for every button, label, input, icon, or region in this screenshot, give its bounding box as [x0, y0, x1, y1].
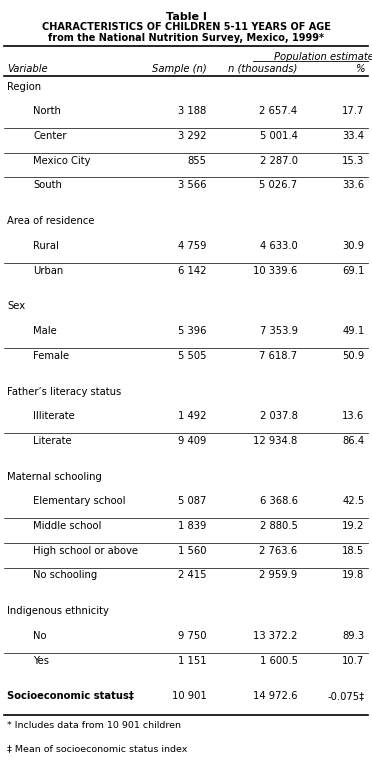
Text: 5 001.4: 5 001.4: [260, 131, 298, 141]
Text: Middle school: Middle school: [33, 521, 102, 531]
Text: 3 292: 3 292: [178, 131, 206, 141]
Text: 855: 855: [187, 156, 206, 166]
Text: High school or above: High school or above: [33, 546, 138, 556]
Text: 6 142: 6 142: [178, 265, 206, 275]
Text: 42.5: 42.5: [342, 497, 365, 507]
Text: 14 972.6: 14 972.6: [253, 692, 298, 702]
Text: 2 763.6: 2 763.6: [260, 546, 298, 556]
Text: 12 934.8: 12 934.8: [253, 436, 298, 446]
Text: 2 287.0: 2 287.0: [260, 156, 298, 166]
Text: 19.2: 19.2: [342, 521, 365, 531]
Text: CHARACTERISTICS OF CHILDREN 5-11 YEARS OF AGE: CHARACTERISTICS OF CHILDREN 5-11 YEARS O…: [42, 22, 330, 32]
Text: -0.075‡: -0.075‡: [327, 692, 365, 702]
Text: 5 026.7: 5 026.7: [260, 180, 298, 190]
Text: 50.9: 50.9: [342, 351, 365, 361]
Text: Sex: Sex: [7, 301, 26, 311]
Text: 18.5: 18.5: [342, 546, 365, 556]
Text: Table I: Table I: [166, 12, 206, 22]
Text: 33.6: 33.6: [343, 180, 365, 190]
Text: Center: Center: [33, 131, 67, 141]
Text: 4 759: 4 759: [178, 241, 206, 251]
Text: 30.9: 30.9: [343, 241, 365, 251]
Text: 10 901: 10 901: [172, 692, 206, 702]
Text: 2 037.8: 2 037.8: [260, 411, 298, 421]
Text: Literate: Literate: [33, 436, 72, 446]
Text: 5 087: 5 087: [178, 497, 206, 507]
Text: Illiterate: Illiterate: [33, 411, 75, 421]
Text: Area of residence: Area of residence: [7, 216, 95, 226]
Text: n (thousands): n (thousands): [228, 64, 298, 74]
Text: 13.6: 13.6: [342, 411, 365, 421]
Text: 6 368.6: 6 368.6: [260, 497, 298, 507]
Text: Female: Female: [33, 351, 70, 361]
Text: 89.3: 89.3: [343, 631, 365, 641]
Text: 49.1: 49.1: [342, 326, 365, 336]
Text: 15.3: 15.3: [342, 156, 365, 166]
Text: 5 505: 5 505: [178, 351, 206, 361]
Text: No schooling: No schooling: [33, 571, 98, 581]
Text: 17.7: 17.7: [342, 106, 365, 116]
Text: Yes: Yes: [33, 655, 49, 665]
Text: Indigenous ethnicity: Indigenous ethnicity: [7, 606, 109, 616]
Text: 69.1: 69.1: [342, 265, 365, 275]
Text: %: %: [355, 64, 365, 74]
Text: Male: Male: [33, 326, 57, 336]
Text: 2 959.9: 2 959.9: [259, 571, 298, 581]
Text: 7 353.9: 7 353.9: [260, 326, 298, 336]
Text: 2 880.5: 2 880.5: [260, 521, 298, 531]
Text: Father’s literacy status: Father’s literacy status: [7, 386, 122, 396]
Text: ‡ Mean of socioeconomic status index: ‡ Mean of socioeconomic status index: [7, 744, 188, 753]
Text: 2 657.4: 2 657.4: [260, 106, 298, 116]
Text: Elementary school: Elementary school: [33, 497, 126, 507]
Text: 86.4: 86.4: [343, 436, 365, 446]
Text: 10 339.6: 10 339.6: [253, 265, 298, 275]
Text: 1 560: 1 560: [178, 546, 206, 556]
Text: 1 839: 1 839: [178, 521, 206, 531]
Text: Urban: Urban: [33, 265, 64, 275]
Text: * Includes data from 10 901 children: * Includes data from 10 901 children: [7, 721, 182, 730]
Text: Variable: Variable: [7, 64, 48, 74]
Text: from the National Nutrition Survey, Mexico, 1999*: from the National Nutrition Survey, Mexi…: [48, 33, 324, 43]
Text: Sample (n): Sample (n): [152, 64, 206, 74]
Text: 1 600.5: 1 600.5: [260, 655, 298, 665]
Text: 1 492: 1 492: [178, 411, 206, 421]
Text: 9 409: 9 409: [178, 436, 206, 446]
Text: Maternal schooling: Maternal schooling: [7, 472, 102, 482]
Text: South: South: [33, 180, 62, 190]
Text: 5 396: 5 396: [178, 326, 206, 336]
Text: 9 750: 9 750: [178, 631, 206, 641]
Text: Region: Region: [7, 82, 42, 92]
Text: 7 618.7: 7 618.7: [260, 351, 298, 361]
Text: North: North: [33, 106, 61, 116]
Text: Population estimate: Population estimate: [274, 52, 372, 62]
Text: 13 372.2: 13 372.2: [253, 631, 298, 641]
Text: 1 151: 1 151: [178, 655, 206, 665]
Text: 10.7: 10.7: [342, 655, 365, 665]
Text: 3 188: 3 188: [178, 106, 206, 116]
Text: 2 415: 2 415: [178, 571, 206, 581]
Text: Mexico City: Mexico City: [33, 156, 91, 166]
Text: Socioeconomic status‡: Socioeconomic status‡: [7, 692, 134, 702]
Text: 3 566: 3 566: [178, 180, 206, 190]
Text: 4 633.0: 4 633.0: [260, 241, 298, 251]
Text: 33.4: 33.4: [343, 131, 365, 141]
Text: Rural: Rural: [33, 241, 60, 251]
Text: No: No: [33, 631, 47, 641]
Text: 19.8: 19.8: [342, 571, 365, 581]
